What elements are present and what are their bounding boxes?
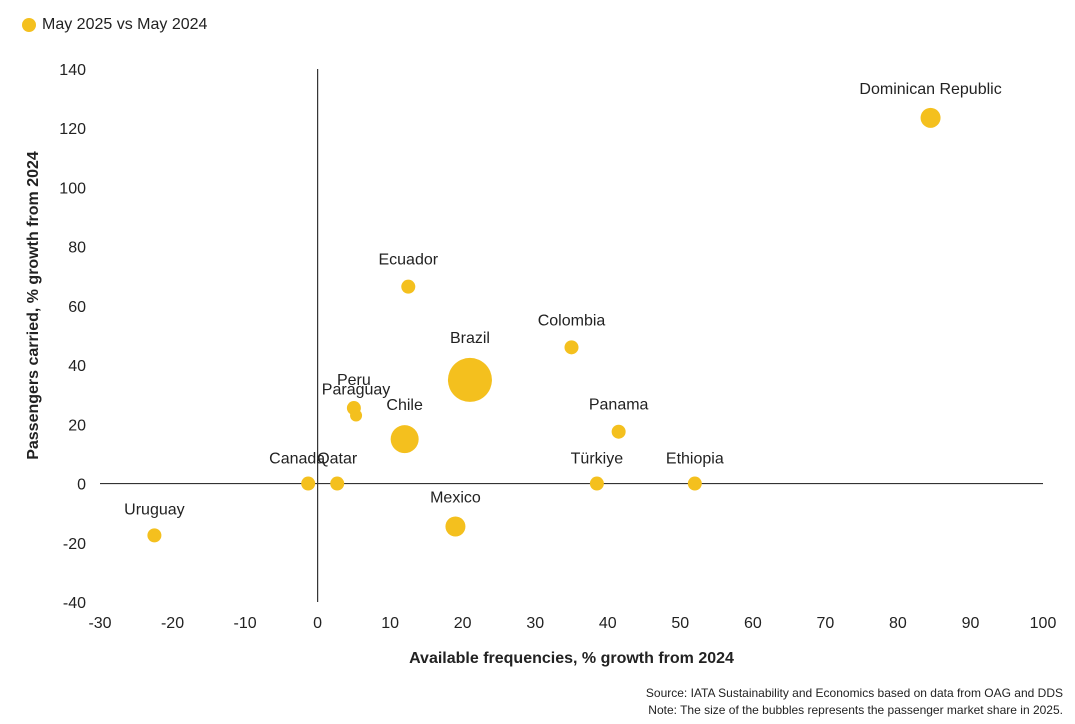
point-label: Türkiye [571,451,624,468]
legend-swatch-icon [22,18,36,32]
x-tick-label: 0 [313,615,322,632]
y-axis-title: Passengers carried, % growth from 2024 [25,151,42,460]
x-tick-label: 40 [599,615,617,632]
point-label: Ecuador [378,252,438,269]
x-axis-title: Available frequencies, % growth from 202… [409,650,734,667]
source-note: Source: IATA Sustainability and Economic… [645,686,1063,700]
x-tick-label: 90 [962,615,980,632]
point-label: Brazil [450,330,490,347]
y-tick-label: 0 [77,477,86,494]
y-tick-label: 100 [59,180,86,197]
x-tick-label: -30 [88,615,111,632]
x-tick-label: 50 [671,615,689,632]
y-tick-label: 80 [68,240,86,257]
legend-label: May 2025 vs May 2024 [42,16,208,33]
point-label: Panama [589,397,649,414]
bubble-point [350,409,363,422]
bubble-point [390,425,419,454]
footnotes: Source: IATA Sustainability and Economic… [646,685,1063,719]
point-label: Qatar [317,451,358,468]
bubble-point [589,476,604,491]
y-tick-label: 60 [68,299,86,316]
bubble-point [611,424,626,439]
x-tick-label: -20 [161,615,184,632]
bubble-point [687,476,702,491]
y-tick-label: 20 [68,417,86,434]
x-tick-label: 20 [454,615,472,632]
bubble-point [564,340,579,355]
point-label: Ethiopia [666,451,724,468]
point-label: Canada [269,451,325,468]
x-tick-label: 10 [381,615,399,632]
point-label: Uruguay [124,501,184,518]
x-tick-label: -10 [234,615,257,632]
point-label: Paraguay [322,381,391,398]
point-label: Mexico [430,489,481,506]
bubble-point [330,476,345,491]
bubble-point [401,279,416,294]
x-tick-label: 30 [526,615,544,632]
bubble-point [301,476,316,491]
y-tick-label: 140 [59,62,86,79]
bubble-point [445,516,466,537]
bubble-point [447,357,492,402]
bubble-point [920,107,941,128]
chart-legend: May 2025 vs May 2024 [22,16,207,34]
bubble-size-note: Note: The size of the bubbles represents… [648,703,1063,717]
point-label: Peru [337,372,371,389]
point-label: Colombia [538,312,606,329]
x-tick-label: 70 [816,615,834,632]
y-tick-label: -20 [63,536,86,553]
x-tick-label: 60 [744,615,762,632]
y-tick-label: 120 [59,121,86,138]
point-label: Chile [386,397,423,414]
y-tick-label: -40 [63,595,86,612]
point-label: Dominican Republic [859,81,1001,98]
bubble-point [147,528,162,543]
x-tick-label: 80 [889,615,907,632]
x-tick-label: 100 [1030,615,1057,632]
y-tick-label: 40 [68,358,86,375]
